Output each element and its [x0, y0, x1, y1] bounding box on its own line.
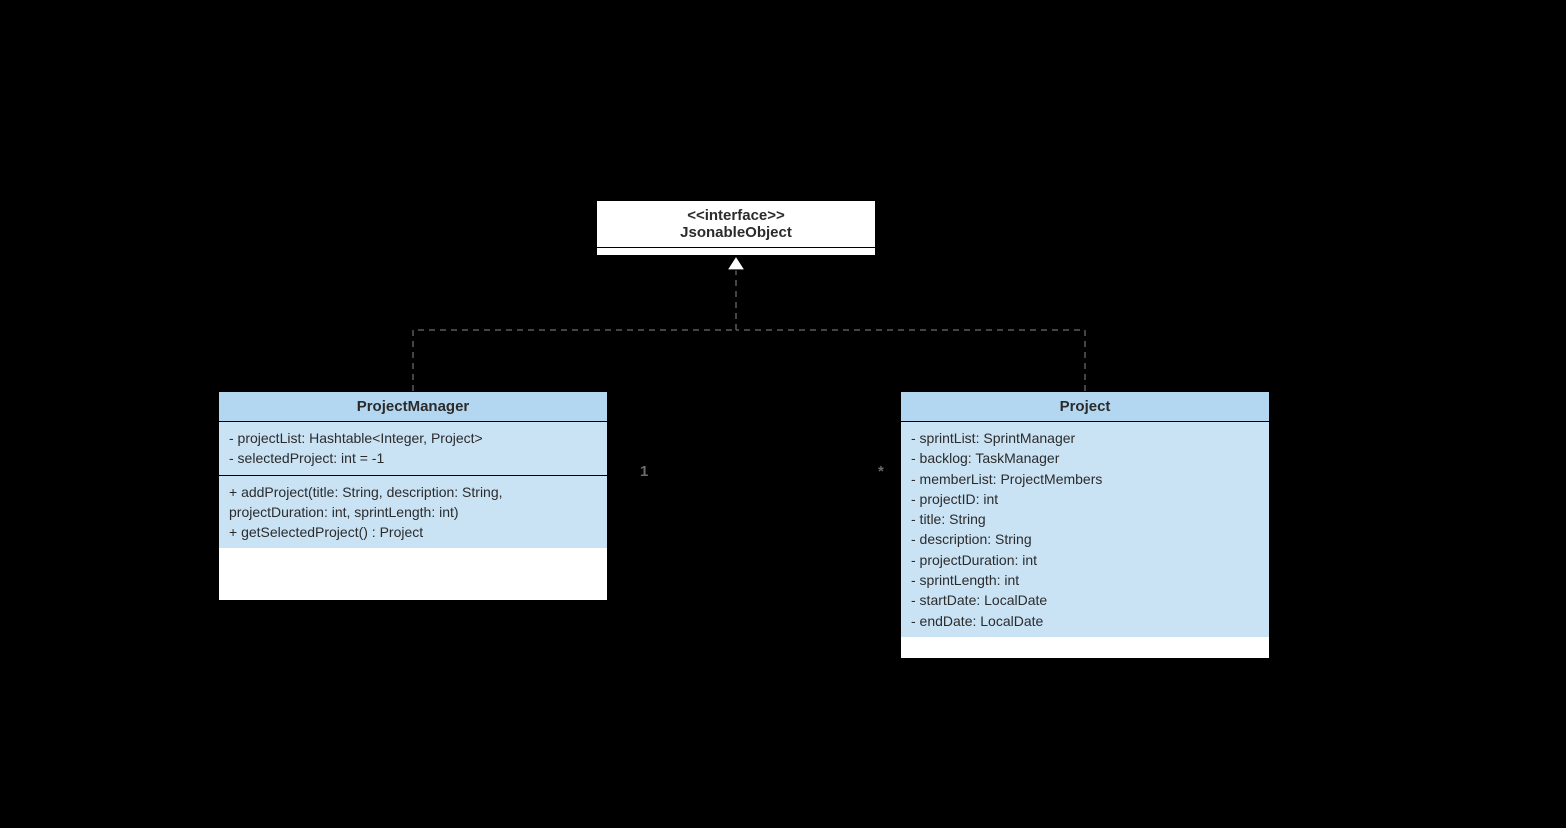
operations-compartment: + addProject(title: String, description:… — [219, 476, 607, 549]
member-line: + getSelectedProject() : Project — [229, 522, 597, 542]
class-name: Project — [1060, 398, 1111, 415]
realization-projectmanager — [413, 330, 736, 391]
multiplicity-right: * — [878, 463, 884, 480]
class-header: ProjectManager — [219, 392, 607, 422]
member-line: - memberList: ProjectMembers — [911, 469, 1259, 489]
realization-project — [736, 330, 1085, 391]
member-line: - sprintList: SprintManager — [911, 428, 1259, 448]
member-line: - projectID: int — [911, 489, 1259, 509]
member-line: - projectList: Hashtable<Integer, Projec… — [229, 428, 597, 448]
member-line: - title: String — [911, 509, 1259, 529]
member-line: - selectedProject: int = -1 — [229, 448, 597, 468]
class-name: ProjectManager — [357, 398, 470, 415]
multiplicity-left: 1 — [640, 463, 648, 480]
class-projectmanager: ProjectManager - projectList: Hashtable<… — [218, 391, 608, 601]
interface-name: JsonableObject — [607, 224, 865, 241]
member-line: - endDate: LocalDate — [911, 611, 1259, 631]
member-line: - sprintLength: int — [911, 570, 1259, 590]
interface-stereotype: <<interface>> — [607, 207, 865, 224]
member-line: - description: String — [911, 529, 1259, 549]
member-line: - projectDuration: int — [911, 550, 1259, 570]
member-line: - backlog: TaskManager — [911, 448, 1259, 468]
interface-jsonableobject: <<interface>> JsonableObject — [596, 200, 876, 256]
realization-arrowhead-icon — [727, 256, 745, 270]
class-project: Project - sprintList: SprintManager- bac… — [900, 391, 1270, 659]
member-line: - startDate: LocalDate — [911, 590, 1259, 610]
attributes-compartment: - projectList: Hashtable<Integer, Projec… — [219, 422, 607, 476]
member-line: + addProject(title: String, description:… — [229, 482, 597, 523]
class-header: Project — [901, 392, 1269, 422]
composition-diamond-icon — [608, 477, 632, 493]
attributes-compartment: - sprintList: SprintManager- backlog: Ta… — [901, 422, 1269, 637]
interface-header: <<interface>> JsonableObject — [597, 201, 875, 248]
